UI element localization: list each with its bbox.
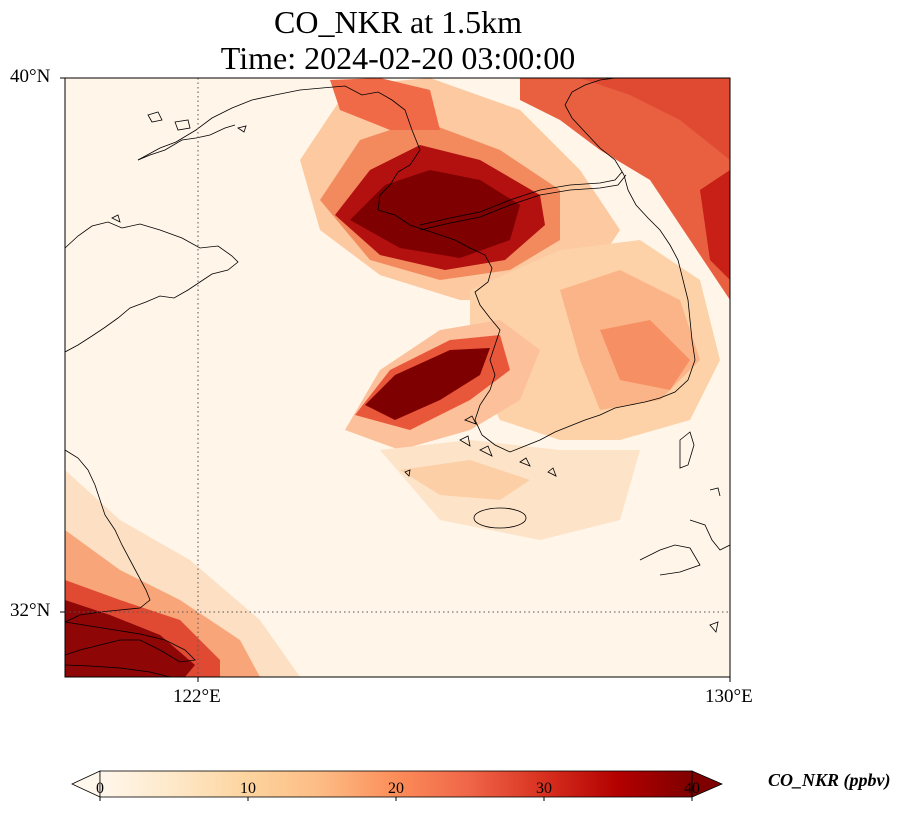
colorbar-tick-10: 10 (240, 780, 256, 797)
plume-northeast-core (580, 78, 730, 160)
colorbar-gradient (100, 771, 692, 797)
haze-southwest (400, 460, 530, 500)
concentration-field (65, 78, 730, 677)
map-title-line-1: CO_NKR at 1.5km (274, 4, 522, 40)
map-frame (64, 77, 731, 678)
coast-liaodong (137, 85, 421, 211)
plume-east-edge (700, 170, 730, 280)
colorbar (71, 770, 724, 801)
lat-label-40: 40°N (10, 66, 51, 87)
coast-hangzhou-bay (65, 664, 171, 677)
plume-central-core (365, 348, 490, 420)
coastlines (65, 78, 730, 677)
coast-korea-west (377, 174, 696, 453)
lon-label-122: 122°E (173, 686, 221, 707)
colorbar-tick-30: 30 (536, 780, 552, 797)
islands-liaodong (111, 111, 247, 223)
colorbar-label: CO_NKR (ppbv) (768, 770, 891, 790)
border-south (419, 174, 627, 231)
coast-bohai-north (137, 124, 236, 161)
border-north (419, 171, 623, 226)
coast-yangtze (65, 621, 196, 663)
plume-core-north-dark (350, 170, 520, 258)
lon-label-130: 130°E (705, 686, 753, 707)
plume-top-strip (330, 78, 440, 130)
coast-jiangsu (65, 449, 151, 623)
lat-label-32: 32°N (10, 600, 51, 621)
coast-kyushu (639, 487, 730, 633)
plume-southwest-core (65, 600, 195, 677)
plume-northeast (520, 78, 730, 300)
korea-field-east (600, 320, 690, 390)
island-jeju (473, 507, 527, 529)
coast-shandong (65, 221, 239, 353)
colorbar-tick-20: 20 (388, 780, 404, 797)
coast-korea-north-east (564, 78, 625, 176)
colorbar-tick-0: 0 (96, 780, 104, 797)
axis-ticks (60, 77, 731, 682)
gridlines (65, 78, 730, 677)
islands-southwest (404, 415, 557, 477)
map-title-line-2: Time: 2024-02-20 03:00:00 (220, 40, 576, 76)
island-tsushima (679, 431, 695, 469)
colorbar-tick-40: 40 (684, 780, 700, 797)
